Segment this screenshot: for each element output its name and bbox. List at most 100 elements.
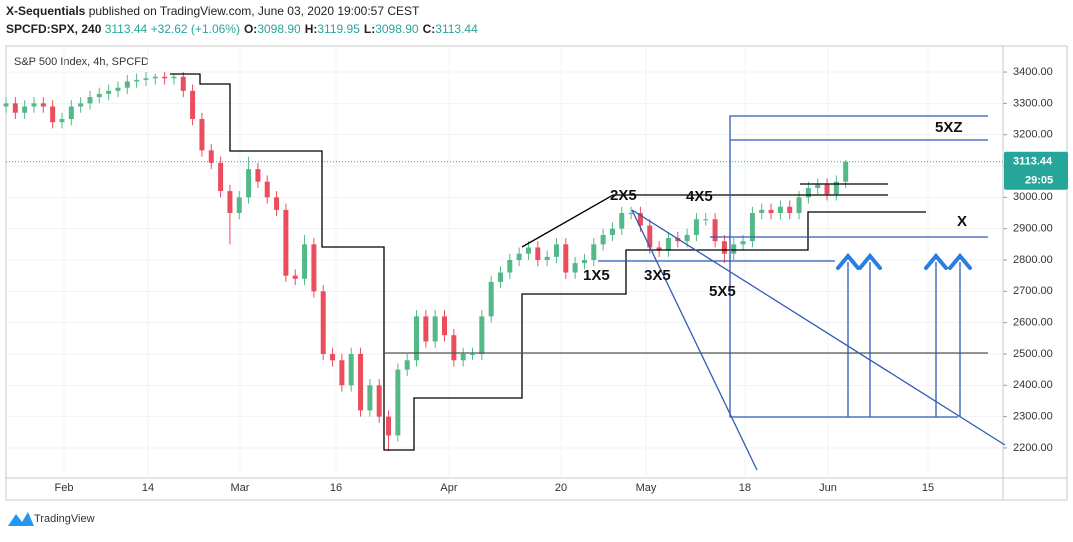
candle-body [516,253,522,260]
candle-body [740,241,746,245]
y-tick-label: 2500.00 [1013,348,1053,360]
candle-body [777,206,783,214]
candle-body [367,385,373,411]
candle-body [600,234,606,245]
candle-body [283,209,289,276]
step-line [170,73,926,451]
candle-body [833,181,839,195]
countdown: 29:05 [1025,175,1053,187]
ohlc-key: H: [305,22,318,36]
candle-body [796,197,802,214]
candle-body [311,244,317,292]
candle-body [59,119,65,123]
candle-body [824,184,830,195]
candle-body [442,316,448,336]
candle-body [768,209,774,214]
candle-body [414,316,420,361]
chart-title: S&P 500 Index, 4h, SPCFD [14,56,149,68]
candle-body [255,169,261,182]
level-line [521,194,888,248]
ohlc-value: 3119.95 [317,22,360,36]
candle-body [479,316,485,354]
candle-body [451,335,457,361]
x-tick-label: Jun [819,482,837,494]
candle-body [218,162,224,192]
published: published on TradingView.com, June 03, 2… [89,4,420,18]
candle-body [208,150,214,163]
candle-body [488,281,494,317]
candle-body [3,103,9,107]
candle-body [376,385,382,417]
trend-line [631,209,1006,446]
header-line2: SPCFD:SPX, 240 3113.44 +32.62 (+1.06%) O:… [6,22,478,36]
footer: TradingView [8,512,95,526]
candle-body [843,161,849,182]
candle-body [469,353,475,355]
ohlc-value: 3113.44 [435,22,478,36]
x-tick-label: Mar [231,482,250,494]
candle-body [162,76,168,79]
candle-body [106,90,112,94]
candle-body [460,353,466,361]
candle-body [805,187,811,198]
candle-body [190,90,196,120]
annotation: 1X5 [583,267,610,284]
candle-body [553,244,559,257]
candle-body [395,369,401,436]
candle-body [236,197,242,214]
candle-body [497,272,503,282]
candle-body [749,213,755,242]
annotation: 5X5 [709,283,736,300]
logo [8,512,34,526]
y-tick-label: 3300.00 [1013,97,1053,109]
candle-body [609,228,615,235]
candle-body [246,169,252,198]
y-tick-label: 2900.00 [1013,223,1053,235]
candle-body [507,260,513,273]
candle-body [68,106,74,120]
candle-body [619,213,625,229]
candle-body [432,316,438,342]
candle-body [124,81,130,88]
candle-body [22,106,28,113]
annotation: 3X5 [644,267,671,284]
candle-body [637,213,643,226]
arrow-head [836,252,860,270]
x-tick-label: Apr [440,482,457,494]
candle-body [525,247,531,254]
candle-body [40,103,46,107]
trend-line [631,209,758,471]
last-price-label: 3113.44 [1013,156,1053,168]
y-tick-label: 2400.00 [1013,379,1053,391]
candle-body [264,181,270,198]
drawings [170,73,1006,471]
candle-body [647,225,653,248]
candle-body [815,184,821,188]
annotation: 4X5 [686,188,713,205]
header-line1: X-Sequentials published on TradingView.c… [6,4,420,18]
candle-body [348,353,354,386]
arrow-head [858,252,882,270]
candle-body [199,119,205,151]
ohlc-key: C: [423,22,436,36]
candle-body [675,238,681,242]
candle-body [386,416,392,436]
candle-body [665,238,671,251]
box-line [729,115,988,418]
candle-body [330,353,336,361]
candle-body [721,241,727,254]
brand: TradingView [34,513,95,525]
change: +32.62 (+1.06%) [151,22,240,36]
symbol: SPCFD:SPX, 240 [6,22,102,36]
chart-frame [5,45,1068,501]
candle-body [712,219,718,242]
candle-body [787,206,793,214]
candle-body [302,244,308,279]
candle-body [693,219,699,235]
x-tick-label: Feb [55,482,74,494]
candle-body [759,209,765,214]
candle-body [535,247,541,260]
candle-body [78,103,84,107]
